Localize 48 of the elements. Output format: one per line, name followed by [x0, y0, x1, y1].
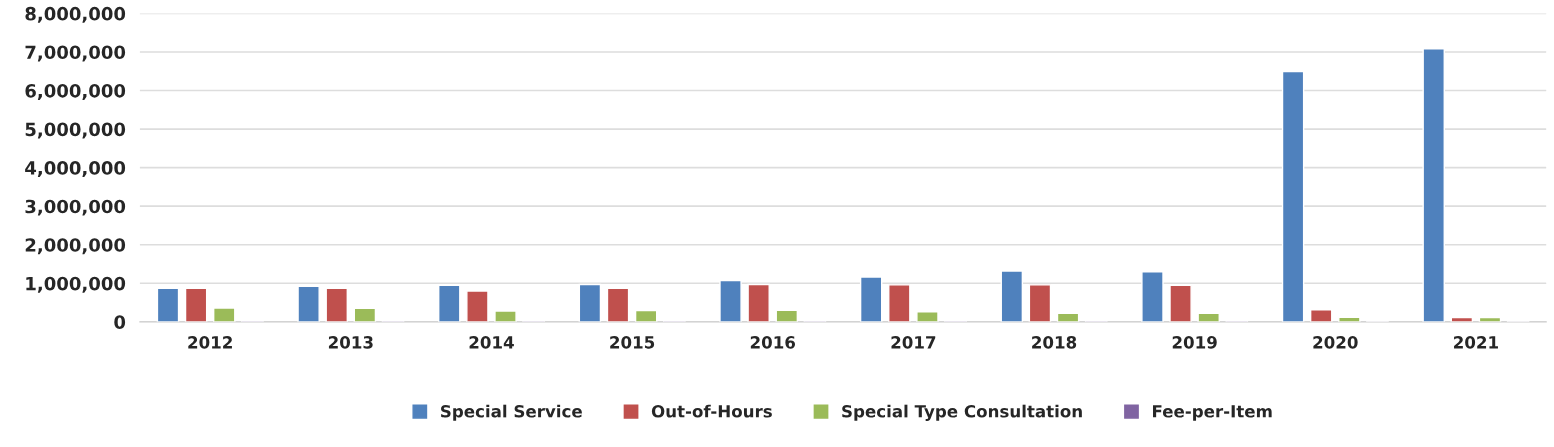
bar [212, 307, 236, 322]
bar [438, 284, 461, 322]
bar [719, 279, 742, 322]
bar [1422, 48, 1445, 322]
y-tick-label: 0 [114, 315, 126, 329]
bar [859, 276, 883, 322]
x-tick-label: 2012 [188, 336, 232, 349]
y-tick-label: 2,000,000 [25, 238, 126, 255]
bar [634, 309, 658, 322]
legend-label: Out-of-Hours [651, 404, 772, 418]
x-tick-label: 2020 [1313, 336, 1358, 349]
bar [1197, 312, 1220, 322]
y-tick-label: 8,000,000 [25, 6, 126, 23]
bar [353, 307, 377, 322]
y-tick-label: 4,000,000 [25, 161, 126, 178]
bar [297, 285, 320, 322]
bar [747, 283, 770, 322]
x-tick-label: 2013 [328, 336, 373, 349]
bar [1000, 270, 1024, 322]
y-tick-label: 6,000,000 [25, 83, 126, 100]
bar [1141, 271, 1164, 322]
bar [494, 310, 517, 322]
bar [325, 287, 348, 322]
y-tick-label: 3,000,000 [25, 199, 126, 216]
bar [1169, 284, 1192, 322]
x-tick-label: 2014 [469, 336, 514, 349]
bar [888, 284, 911, 322]
x-tick-label: 2015 [610, 336, 655, 349]
bar [916, 311, 939, 322]
x-tick-label: 2016 [750, 336, 796, 349]
bar [156, 287, 180, 322]
bar [578, 283, 602, 322]
x-tick-label: 2021 [1454, 336, 1498, 349]
bar [1281, 70, 1305, 322]
bar [1028, 284, 1052, 322]
y-tick-label: 7,000,000 [25, 45, 126, 62]
x-tick-label: 2019 [1172, 336, 1217, 349]
x-tick-label: 2018 [1032, 336, 1077, 349]
bar [184, 287, 208, 322]
x-tick-label: 2017 [891, 336, 936, 349]
legend-label: Special Service [441, 404, 582, 421]
legend-label: Fee-per-Item [1153, 405, 1272, 421]
bar [606, 287, 630, 322]
bar [1309, 309, 1333, 322]
y-tick-label: 5,000,000 [25, 122, 126, 139]
y-tick-label: 1,000,000 [26, 276, 126, 293]
legend-label: Special Type Consultation [842, 404, 1082, 421]
bar [466, 290, 489, 322]
